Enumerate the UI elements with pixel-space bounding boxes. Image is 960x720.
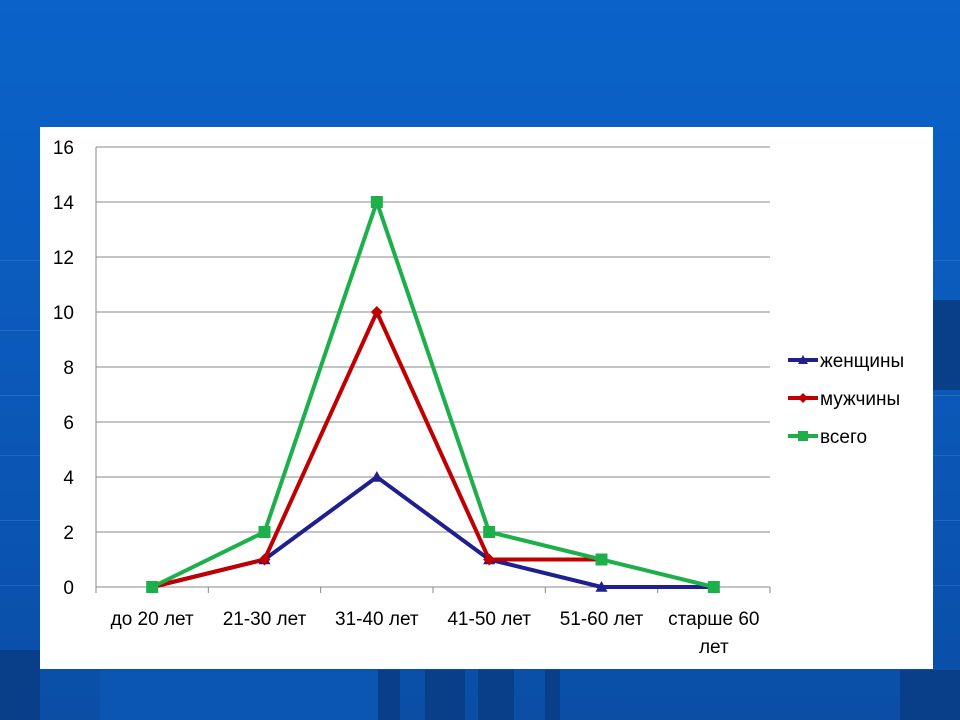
series-line bbox=[151, 200, 715, 589]
data-point-square bbox=[798, 431, 808, 441]
data-point-triangle bbox=[798, 355, 808, 364]
legend-label: женщины bbox=[820, 351, 904, 372]
chart-panel: 0 2 4 6 8 10 12 14 16 до 20 лет 21-30 лет 31-40 лет… bbox=[40, 127, 933, 669]
data-point-square bbox=[146, 581, 159, 593]
x-tick-label: лет bbox=[699, 637, 729, 658]
x-tick-label: 41-50 лет bbox=[447, 609, 531, 630]
data-point-square bbox=[707, 581, 720, 593]
x-tick-label: 51-60 лет bbox=[560, 609, 644, 630]
legend-label: всего bbox=[820, 427, 867, 448]
data-point-square bbox=[595, 553, 608, 566]
data-point-square bbox=[258, 526, 271, 538]
data-point-diamond bbox=[258, 553, 271, 566]
y-tick-label: 4 bbox=[63, 468, 74, 489]
y-tick-label: 16 bbox=[53, 138, 74, 159]
y-tick-label: 10 bbox=[53, 303, 74, 324]
line-chart: 0 2 4 6 8 10 12 14 16 до 20 лет 21-30 лет 31-40 лет… bbox=[53, 138, 904, 658]
x-tick-label: 21-30 лет bbox=[223, 609, 307, 630]
y-tick-label: 8 bbox=[63, 358, 74, 379]
series-line bbox=[151, 310, 602, 589]
data-point-diamond bbox=[370, 306, 383, 318]
y-tick-label: 12 bbox=[53, 248, 74, 269]
x-tick-label: 31-40 лет bbox=[335, 609, 419, 630]
y-tick-label: 6 bbox=[63, 413, 74, 434]
data-point-square bbox=[370, 196, 383, 208]
x-tick-label: до 20 лет bbox=[111, 609, 194, 630]
data-point-triangle bbox=[595, 581, 608, 592]
y-tick-label: 14 bbox=[53, 193, 75, 214]
data-point-square bbox=[483, 526, 496, 538]
y-tick-label: 2 bbox=[63, 523, 74, 544]
data-point-diamond bbox=[483, 553, 496, 566]
y-tick-label: 0 bbox=[63, 578, 74, 599]
data-point-triangle bbox=[370, 471, 383, 482]
legend-label: мужчины bbox=[820, 389, 900, 410]
data-point-diamond bbox=[798, 393, 808, 403]
x-tick-label: старше 60 bbox=[668, 609, 759, 630]
